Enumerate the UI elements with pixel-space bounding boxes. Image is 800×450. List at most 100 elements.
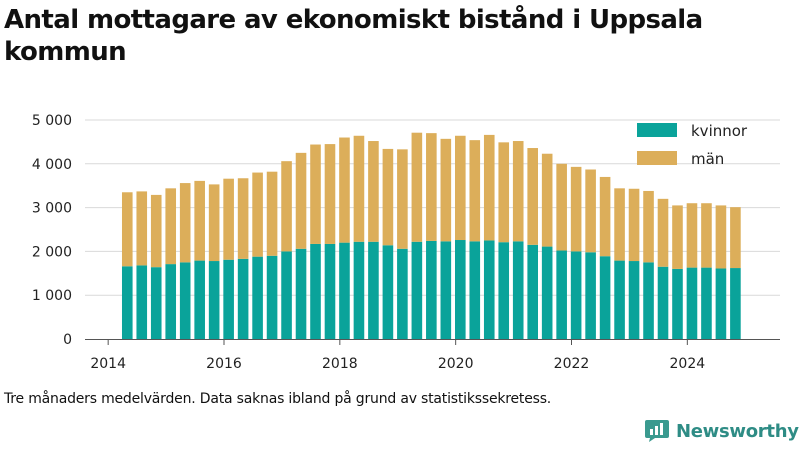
bar-kvinnor (440, 241, 452, 339)
bar-kvinnor (527, 244, 538, 339)
bar-kvinnor (237, 258, 249, 339)
bar-kvinnor (715, 268, 727, 339)
bar-kvinnor (136, 265, 148, 339)
bar-män (512, 141, 524, 242)
bar-män (136, 191, 148, 266)
legend-label-män: män (691, 150, 724, 168)
bar-män (295, 152, 307, 249)
bar-män (455, 135, 466, 241)
bar-kvinnor (628, 261, 640, 339)
x-tick-label: 2022 (554, 356, 590, 372)
brand-name: Newsworthy (676, 420, 799, 442)
chart-title: Antal mottagare av ekonomiskt bistånd i … (4, 5, 703, 67)
bar-kvinnor (411, 241, 423, 339)
bar-kvinnor (672, 268, 683, 339)
x-axis (85, 339, 780, 345)
bar-kvinnor (599, 256, 611, 339)
bar-kvinnor (281, 251, 292, 339)
bar-män (150, 194, 162, 268)
x-tick-label: 2014 (90, 356, 126, 372)
legend: kvinnor män (637, 122, 748, 168)
x-axis-labels: 2014 2016 2018 2020 2022 2024 (90, 356, 705, 372)
y-tick-label: 5 000 (32, 113, 72, 129)
bar-kvinnor (455, 240, 466, 339)
bar-kvinnor (208, 261, 220, 339)
bar-kvinnor (339, 242, 350, 339)
bar-män (556, 163, 567, 251)
y-tick-label: 2 000 (32, 244, 72, 260)
bar-män (194, 180, 205, 261)
bar-män (541, 153, 553, 247)
bar-kvinnor (324, 243, 336, 339)
bar-män (411, 132, 423, 242)
bar-kvinnor (614, 260, 625, 339)
y-axis: 0 1 000 2 000 3 000 4 000 5 000 (32, 113, 72, 348)
y-tick-label: 3 000 (32, 201, 72, 217)
bar-män (570, 166, 582, 252)
legend-label-kvinnor: kvinnor (691, 122, 748, 140)
bar-män (281, 161, 292, 252)
bar-kvinnor (686, 267, 698, 339)
bar-kvinnor (150, 267, 162, 339)
bar-kvinnor (541, 246, 553, 339)
bar-män (701, 203, 712, 268)
bar-kvinnor (657, 266, 669, 339)
bar-män (339, 137, 350, 243)
bar-kvinnor (310, 243, 321, 339)
newsworthy-logo-icon (645, 420, 669, 442)
x-tick-label: 2018 (322, 356, 358, 372)
bar-män (585, 169, 596, 253)
bar-kvinnor (512, 241, 524, 339)
bar-män (208, 184, 220, 262)
bar-män (686, 203, 698, 268)
bar-kvinnor (585, 252, 596, 339)
bar-kvinnor (397, 248, 408, 339)
bar-kvinnor (701, 267, 712, 339)
bar-kvinnor (353, 241, 365, 339)
bar-kvinnor (179, 262, 191, 339)
bar-män (252, 172, 263, 257)
bar-män (382, 148, 394, 246)
footnote: Tre månaders medelvärden. Data saknas ib… (4, 391, 552, 407)
bar-kvinnor (165, 264, 177, 339)
bar-kvinnor (382, 245, 394, 339)
legend-swatch-män (637, 151, 677, 165)
bar-män (266, 171, 278, 256)
bars (121, 132, 741, 339)
bar-män (657, 198, 669, 267)
bar-män (324, 144, 336, 244)
bar-kvinnor (194, 260, 205, 339)
bar-kvinnor (368, 241, 379, 339)
bar-kvinnor (252, 256, 263, 339)
bar-kvinnor (295, 248, 307, 339)
bar-män (469, 140, 481, 242)
bar-män (179, 183, 191, 263)
bar-kvinnor (121, 266, 133, 339)
y-tick-label: 0 (63, 332, 72, 348)
bar-kvinnor (426, 240, 437, 339)
legend-swatch-kvinnor (637, 123, 677, 137)
brand-logo: Newsworthy (644, 419, 799, 443)
bar-män (628, 188, 640, 262)
y-tick-label: 4 000 (32, 157, 72, 173)
x-tick-label: 2016 (206, 356, 242, 372)
bar-män (310, 144, 321, 244)
bar-män (672, 205, 683, 269)
bar-män (397, 149, 408, 249)
bar-män (498, 142, 510, 243)
bar-män (614, 188, 625, 261)
bar-män (715, 205, 727, 269)
bar-män (483, 134, 495, 241)
bar-män (599, 176, 611, 257)
bar-män (237, 178, 249, 259)
x-tick-label: 2024 (670, 356, 706, 372)
bar-män (643, 190, 654, 263)
bar-män (440, 138, 452, 242)
bar-män (223, 178, 234, 260)
y-tick-label: 1 000 (32, 288, 72, 304)
bar-män (426, 133, 437, 241)
bar-kvinnor (498, 242, 510, 339)
bar-kvinnor (266, 255, 278, 339)
x-tick-label: 2020 (438, 356, 474, 372)
bar-kvinnor (556, 250, 567, 339)
